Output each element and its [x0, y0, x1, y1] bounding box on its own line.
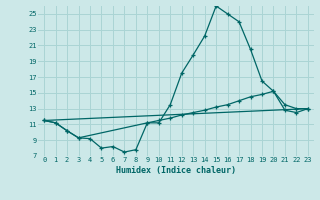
- X-axis label: Humidex (Indice chaleur): Humidex (Indice chaleur): [116, 166, 236, 175]
